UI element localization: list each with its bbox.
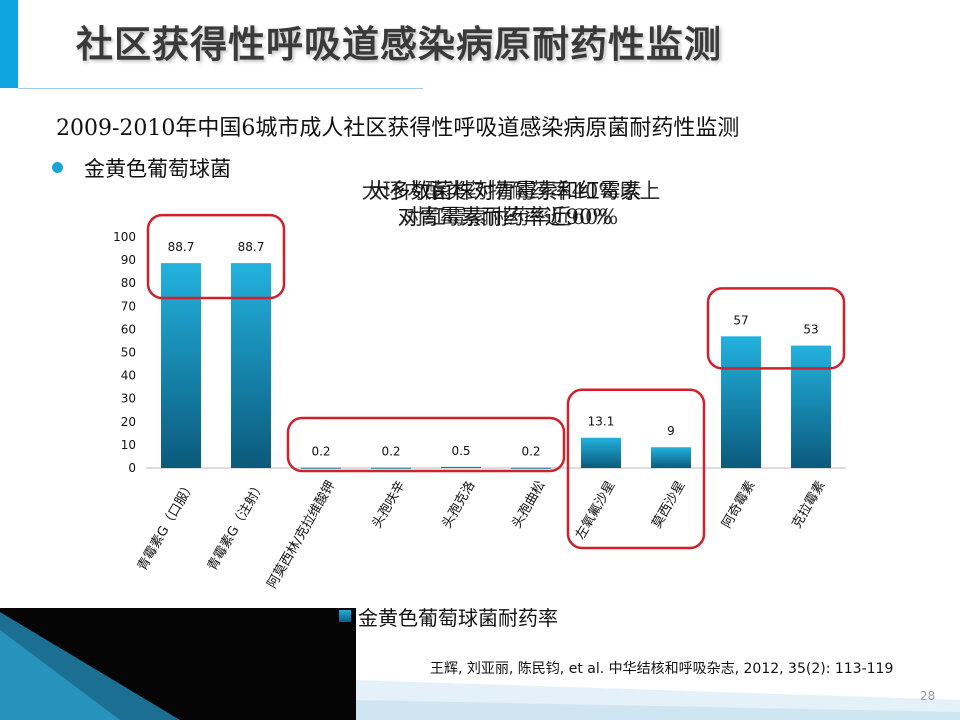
overlay-b-line-1: 大环内酯类药物耐药率40%以上 (361, 179, 661, 203)
bar-4 (441, 466, 481, 469)
legend-swatch (339, 610, 351, 622)
y-tick-label: 40 (121, 369, 136, 383)
y-tick-label: 90 (121, 253, 136, 267)
citation: 王辉, 刘亚丽, 陈民钧, et al. 中华结核和呼吸杂志, 2012, 35… (430, 661, 894, 677)
overlay-text-a: 大多数菌株对青霉素和红霉素 对青霉素耐药率近90% (300, 178, 710, 230)
bar-2 (301, 467, 341, 469)
highlight-box-0 (146, 213, 286, 300)
slide-subtitle: 2009-2010年中国6城市成人社区获得性呼吸道感染病原菌耐药性监测 (56, 116, 740, 141)
overlay-a-line-1: 大多数菌株对青霉素和红霉素 (368, 179, 642, 203)
highlight-box-1 (286, 416, 566, 473)
y-tick-label: 30 (121, 392, 136, 406)
data-label-9: 53 (803, 323, 818, 337)
highlight-box-3 (706, 287, 846, 370)
bar-7 (651, 447, 691, 468)
y-tick-label: 80 (121, 276, 136, 290)
overlay-text-b: 大环内酯类药物耐药率40%以上 对红霉素耐药率近60% (306, 178, 716, 230)
data-label-1: 88.7 (238, 240, 265, 254)
data-label-8: 57 (733, 313, 748, 327)
page-number: 28 (920, 689, 936, 703)
y-tick-label: 60 (121, 322, 136, 336)
bullet-icon (52, 162, 63, 173)
y-tick-label: 50 (121, 346, 136, 360)
bar-5 (511, 467, 551, 469)
title-divider (18, 88, 423, 89)
data-label-6: 13.1 (588, 415, 615, 429)
legend-label: 金黄色葡萄球菌耐药率 (358, 606, 558, 630)
bullet-text: 金黄色葡萄球菌 (84, 157, 231, 181)
data-label-0: 88.7 (168, 240, 195, 254)
bar-9 (791, 345, 831, 468)
bar-6 (581, 437, 621, 468)
y-tick-label: 100 (113, 230, 136, 244)
highlight-box-2 (566, 388, 706, 550)
y-tick-label: 0 (128, 461, 136, 475)
data-label-4: 0.5 (451, 444, 470, 458)
data-label-2: 0.2 (311, 445, 330, 459)
title-accent-bar (0, 0, 18, 88)
y-tick-label: 10 (121, 438, 136, 452)
bar-8 (721, 336, 761, 468)
overlay-a-line-2: 对青霉素耐药率近90% (397, 205, 613, 229)
overlay-b-line-2: 对红霉素耐药率近60% (403, 205, 619, 229)
data-label-3: 0.2 (381, 445, 400, 459)
bar-3 (371, 467, 411, 469)
y-tick-label: 20 (121, 415, 136, 429)
data-label-5: 0.2 (521, 445, 540, 459)
data-label-7: 9 (667, 424, 675, 438)
page-title: 社区获得性呼吸道感染病原耐药性监测 (76, 23, 722, 66)
y-tick-label: 70 (121, 299, 136, 313)
